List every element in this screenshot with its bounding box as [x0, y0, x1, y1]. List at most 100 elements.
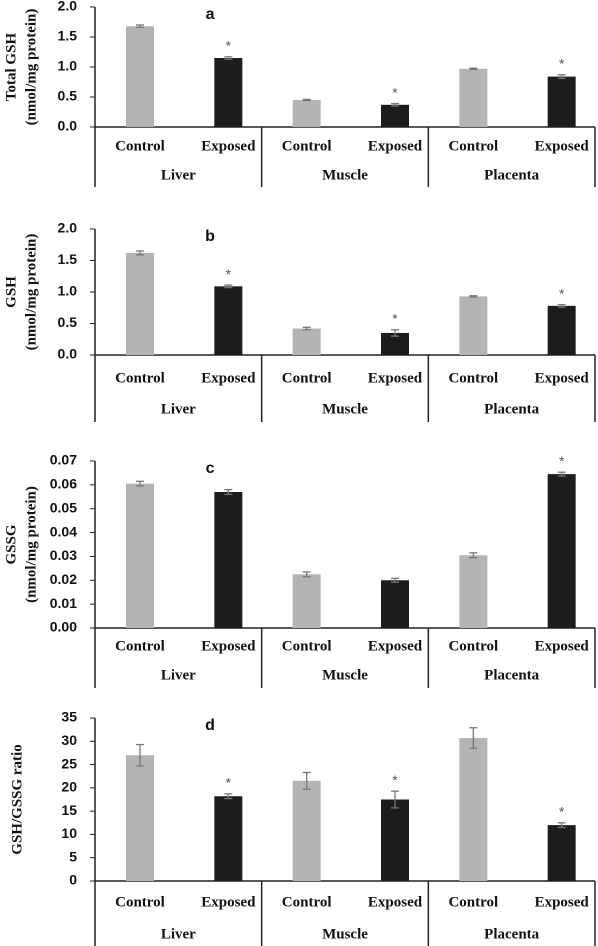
significance-mark: *	[226, 38, 232, 54]
y-tick-label: 20	[61, 779, 77, 795]
bar	[547, 825, 576, 881]
bar	[459, 555, 488, 628]
bar	[214, 58, 243, 127]
y-tick-label: 0	[69, 872, 77, 888]
y-tick-label: 0.0	[58, 118, 78, 134]
sub-label: Exposed	[368, 638, 423, 654]
bar	[126, 483, 154, 628]
group-label: Placenta	[484, 667, 539, 683]
group-label: Muscle	[322, 667, 368, 683]
sub-label: Exposed	[368, 138, 423, 154]
group-label: Muscle	[322, 401, 368, 417]
y-axis-label: Total GSH	[3, 33, 19, 102]
bar	[381, 104, 409, 127]
panel-label: a	[206, 6, 215, 23]
y-tick-label: 0.01	[50, 595, 77, 611]
group-label: Muscle	[322, 926, 368, 942]
significance-mark: *	[559, 56, 565, 72]
significance-mark: *	[226, 775, 232, 791]
bar	[292, 780, 321, 881]
group-label: Muscle	[322, 167, 368, 183]
panel-label: b	[205, 228, 215, 245]
significance-mark: *	[392, 84, 398, 100]
bar	[214, 286, 243, 355]
significance-mark: *	[559, 803, 565, 819]
sub-label: Control	[282, 894, 332, 910]
bar	[547, 76, 576, 127]
bar	[126, 252, 154, 355]
bar	[292, 574, 321, 628]
sub-label: Exposed	[201, 638, 256, 654]
bar	[214, 796, 243, 881]
sub-label: Control	[115, 894, 165, 910]
y-axis-label: (nmol/mg protein)	[23, 234, 39, 351]
y-tick-label: 30	[61, 732, 77, 748]
bar	[126, 755, 154, 881]
y-axis-label: (nmol/mg protein)	[23, 486, 39, 603]
sub-label: Control	[448, 894, 498, 910]
sub-label: Exposed	[535, 638, 590, 654]
y-tick-label: 0.5	[58, 314, 78, 330]
sub-label: Exposed	[535, 138, 590, 154]
significance-mark: *	[559, 285, 565, 301]
y-tick-label: 0.00	[50, 619, 77, 635]
y-axis-label: GSSG	[3, 524, 19, 564]
sub-label: Exposed	[368, 894, 423, 910]
bar	[547, 305, 576, 355]
bar	[459, 296, 488, 355]
y-tick-label: 2.0	[58, 0, 78, 14]
significance-mark: *	[392, 772, 398, 788]
group-label: Liver	[161, 167, 196, 183]
y-axis-label: (nmol/mg protein)	[23, 9, 39, 126]
y-tick-label: 35	[61, 709, 77, 725]
sub-label: Control	[448, 138, 498, 154]
group-label: Liver	[161, 667, 196, 683]
group-label: Liver	[161, 401, 196, 417]
bar	[459, 738, 488, 881]
y-axis-label: GSH	[3, 276, 19, 308]
y-tick-label: 1.5	[58, 28, 78, 44]
bar	[292, 328, 321, 355]
sub-label: Exposed	[201, 138, 256, 154]
y-tick-label: 25	[61, 755, 77, 771]
y-tick-label: 2.0	[58, 220, 78, 236]
y-tick-label: 15	[61, 802, 77, 818]
y-tick-label: 0.0	[58, 346, 78, 362]
group-label: Liver	[161, 926, 196, 942]
y-tick-label: 0.5	[58, 88, 78, 104]
y-tick-label: 0.02	[50, 571, 77, 587]
bar	[547, 474, 576, 628]
y-tick-label: 10	[61, 825, 77, 841]
y-tick-label: 5	[69, 848, 77, 864]
bar	[459, 68, 488, 127]
group-label: Placenta	[484, 167, 539, 183]
sub-label: Control	[282, 370, 332, 386]
sub-label: Exposed	[201, 894, 256, 910]
bar	[292, 100, 321, 127]
y-axis-label: GSH/GSSG ratio	[9, 744, 25, 854]
y-tick-label: 0.06	[50, 476, 77, 492]
bar	[126, 26, 154, 128]
y-tick-label: 0.03	[50, 547, 77, 563]
sub-label: Control	[282, 138, 332, 154]
sub-label: Control	[282, 638, 332, 654]
panel-label: c	[206, 460, 215, 477]
sub-label: Control	[115, 138, 165, 154]
bar	[214, 492, 243, 628]
sub-label: Control	[115, 370, 165, 386]
significance-mark: *	[392, 311, 398, 327]
sub-label: Exposed	[535, 894, 590, 910]
group-label: Placenta	[484, 926, 539, 942]
bar	[381, 799, 409, 881]
sub-label: Control	[448, 638, 498, 654]
sub-label: Exposed	[368, 370, 423, 386]
significance-mark: *	[226, 266, 232, 282]
sub-label: Control	[115, 638, 165, 654]
y-tick-label: 1.0	[58, 283, 78, 299]
y-tick-label: 0.04	[50, 523, 77, 539]
group-label: Placenta	[484, 401, 539, 417]
y-tick-label: 1.0	[58, 58, 78, 74]
sub-label: Control	[448, 370, 498, 386]
y-tick-label: 1.5	[58, 251, 78, 267]
